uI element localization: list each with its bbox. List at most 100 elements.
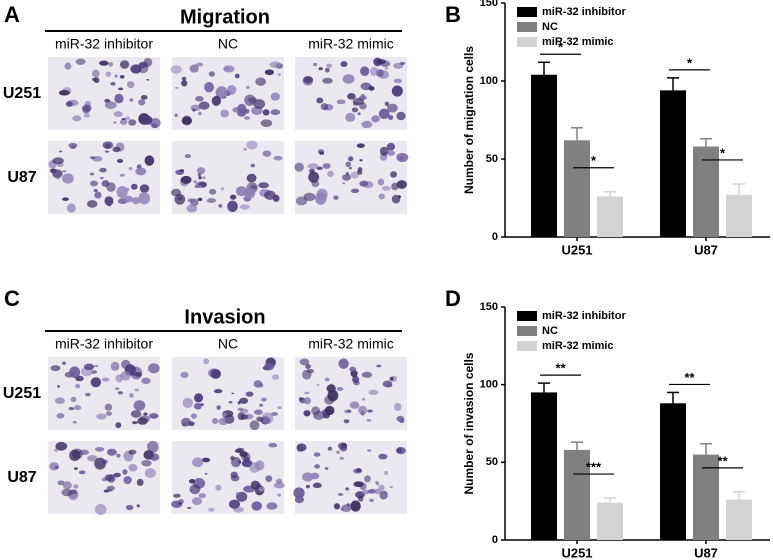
micrograph-cell (273, 155, 283, 161)
micrograph-cell (75, 58, 86, 65)
panel-title: Migration (180, 6, 270, 28)
micrograph-cell (101, 180, 110, 187)
micrograph-cell (52, 157, 64, 165)
micrograph-cell (268, 442, 278, 448)
micrograph-cell (198, 493, 207, 499)
micrograph-cell (170, 188, 182, 197)
micrograph-cell (72, 115, 82, 122)
micrograph-cell (243, 187, 256, 199)
micrograph-cell (364, 475, 371, 483)
micrograph-cell (355, 468, 362, 473)
micrograph-cell (62, 173, 74, 184)
micrograph-cell (277, 406, 282, 410)
micrograph-cell (347, 93, 356, 100)
micrograph-cell (357, 166, 363, 172)
micrograph-cell (255, 77, 266, 86)
micrograph-cell (137, 417, 148, 425)
micrograph-cell (387, 150, 396, 156)
micrograph-cell (114, 74, 118, 78)
micrograph-cell (361, 489, 370, 495)
micrograph-cell (234, 73, 240, 79)
micrograph-cell (151, 123, 158, 129)
micrograph-cell (259, 383, 264, 388)
micrograph-cell (305, 484, 310, 489)
micrograph-cell (324, 405, 335, 416)
micrograph-cell (101, 377, 110, 382)
micrograph-cell (261, 412, 274, 424)
micrograph-cell (386, 382, 393, 388)
micrograph-cell (324, 377, 330, 382)
micrograph-cell (393, 62, 404, 69)
micrograph-cell (313, 452, 321, 457)
micrograph-cell (54, 397, 65, 404)
micrograph-cell (204, 472, 208, 475)
micrograph-cell (120, 371, 131, 381)
legend-label: miR-32 inhibitor (542, 6, 626, 18)
micrograph-cell (117, 391, 123, 395)
micrograph-cell (147, 363, 160, 374)
micrograph-cell (367, 488, 377, 494)
micrograph-cell (66, 203, 76, 213)
micrograph-cell (350, 188, 360, 194)
column-label: NC (218, 336, 238, 352)
micrograph-cell (384, 101, 390, 107)
micrograph-cell (251, 501, 263, 511)
y-tick-label: 0 (492, 534, 498, 546)
micrograph-cell (378, 193, 385, 200)
micrograph-cell (236, 491, 248, 502)
x-tick-label: U87 (694, 242, 718, 257)
micrograph-cell (345, 487, 350, 491)
micrograph-cell (86, 200, 98, 208)
micrograph-cell (116, 186, 128, 198)
micrograph-cell (64, 65, 68, 68)
micrograph-cell (263, 362, 275, 371)
micrograph-cell (258, 182, 270, 189)
y-axis-label: Number of invasion cells (462, 352, 476, 494)
legend-swatch (517, 341, 537, 351)
micrograph-cell (304, 397, 311, 405)
micrograph-cell (298, 397, 304, 401)
micrograph-cell (94, 503, 107, 516)
micrograph-cell (105, 411, 112, 416)
micrograph-cell (128, 167, 133, 171)
micrograph-cell (138, 191, 151, 205)
micrograph-cell (134, 388, 140, 392)
x-tick-label: U87 (694, 545, 718, 560)
legend-swatch (517, 311, 537, 321)
bar (726, 194, 752, 237)
micrograph-cell (363, 85, 367, 89)
micrograph-cell (103, 489, 110, 493)
micrograph-cell (62, 170, 67, 173)
micrograph-cell (259, 403, 264, 407)
micrograph-cell (173, 493, 181, 498)
micrograph-cell (326, 384, 336, 393)
y-tick-label: 50 (486, 456, 498, 468)
micrograph-cell (246, 140, 258, 150)
micrograph-cell (326, 63, 333, 68)
micrograph-cell (237, 407, 244, 411)
micrograph-cell (369, 66, 379, 76)
micrograph-cell (140, 94, 148, 100)
micrograph-cell (256, 416, 264, 422)
micrograph-cell (316, 97, 324, 104)
micrograph-cell (192, 108, 196, 112)
micrograph-cell (202, 176, 206, 180)
micrograph-cell (296, 443, 307, 452)
micrograph-cell (327, 446, 333, 451)
y-tick-label: 150 (480, 301, 498, 313)
micrograph-cell (391, 182, 399, 191)
legend-label: NC (542, 325, 558, 337)
micrograph-cell (94, 457, 106, 470)
micrograph-cell (139, 184, 150, 193)
micrograph-cell (79, 449, 90, 456)
micrograph-cell (99, 60, 109, 66)
micrograph-cell (319, 151, 325, 155)
micrograph-cell (396, 111, 406, 121)
micrograph-cell (78, 470, 86, 475)
micrograph-cell (90, 377, 102, 388)
micrograph-cell (177, 502, 183, 505)
micrograph-cell (122, 469, 128, 475)
micrograph-cell (65, 101, 73, 107)
bar (660, 90, 686, 237)
micrograph-cell (99, 167, 107, 173)
